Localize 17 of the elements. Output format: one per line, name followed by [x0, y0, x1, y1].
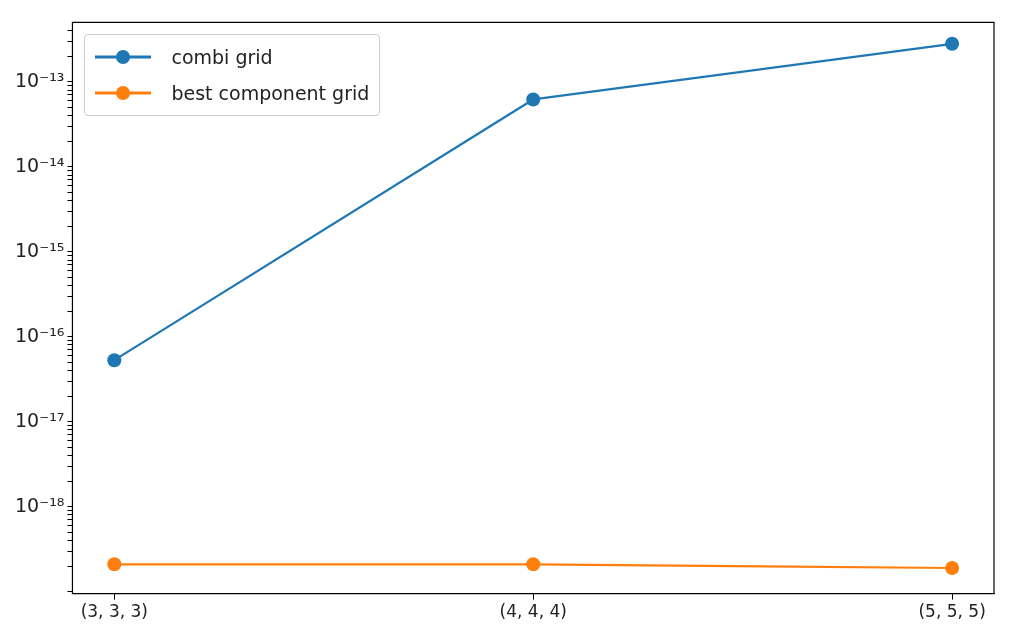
- legend-label: combi grid: [171, 46, 273, 69]
- x-tick-label: (5, 5, 5): [918, 601, 986, 622]
- y-tick-label: 10⁻¹⁴: [14, 153, 65, 176]
- y-tick-label: 10⁻¹⁸: [14, 493, 65, 516]
- legend-label: best component grid: [171, 82, 370, 105]
- point: [945, 36, 960, 51]
- point: [526, 92, 541, 107]
- x-tick-label: (4, 4, 4): [499, 601, 567, 622]
- y-tick-label: 10⁻¹⁵: [14, 238, 65, 261]
- point: [107, 557, 122, 572]
- y-tick-label: 10⁻¹⁷: [14, 408, 65, 431]
- x-tick-label: (3, 3, 3): [80, 601, 148, 622]
- point: [945, 561, 960, 576]
- point: [526, 557, 541, 572]
- y-tick-label: 10⁻¹³: [14, 68, 65, 91]
- point: [107, 353, 122, 368]
- y-tick-label: 10⁻¹⁶: [14, 323, 65, 346]
